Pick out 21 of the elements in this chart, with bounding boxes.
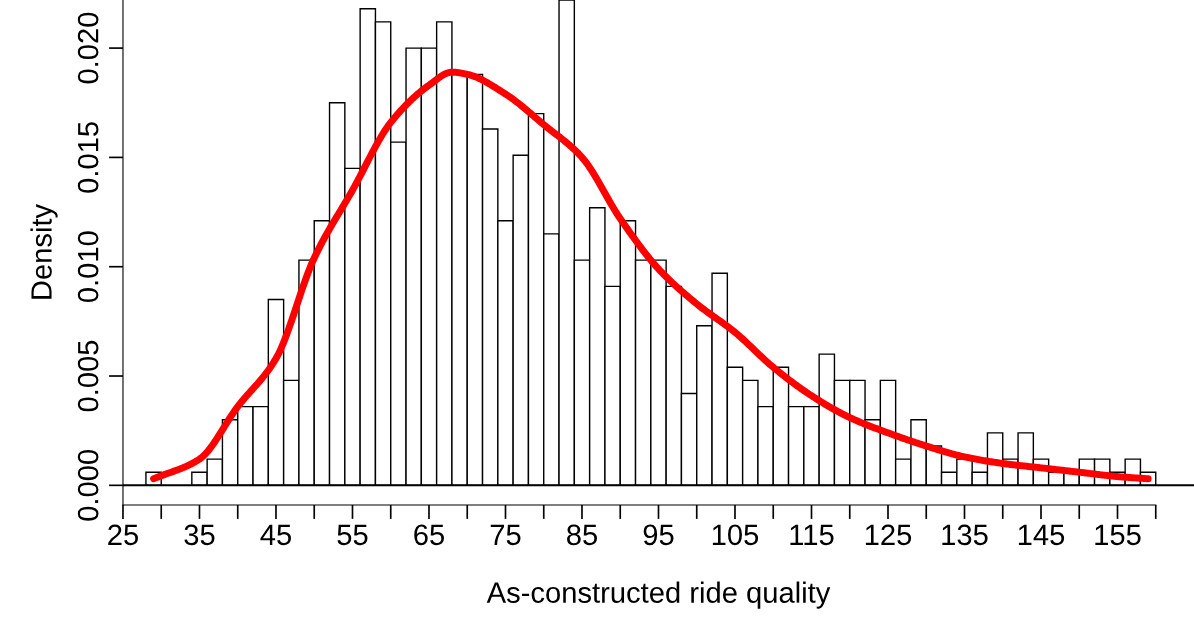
x-tick-label: 155: [1095, 524, 1141, 546]
x-tick-label: 85: [567, 524, 597, 546]
x-axis-title: As-constructed ride quality: [486, 581, 831, 609]
y-axis-title: Density: [30, 203, 58, 299]
x-tick-label: 55: [337, 524, 368, 546]
x-tick-label: 75: [490, 524, 521, 546]
y-tick-label: 0.000: [77, 449, 99, 521]
x-tick-label: 115: [790, 524, 834, 546]
x-tick-label: 135: [942, 524, 988, 546]
x-tick-label: 125: [865, 524, 912, 546]
x-tick-label: 145: [1018, 524, 1065, 546]
y-tick-label: 0.020: [77, 12, 99, 84]
y-tick-label: 0.015: [77, 122, 99, 193]
y-tick-label: 0.005: [77, 340, 99, 412]
x-tick-label: 45: [260, 524, 291, 546]
x-tick-label: 105: [712, 524, 759, 546]
y-tick-label: 0.010: [77, 231, 99, 303]
x-tick-label: 65: [414, 524, 444, 546]
x-tick-label: 35: [184, 524, 215, 546]
x-tick-label: 25: [108, 524, 138, 546]
x-tick-label: 95: [643, 524, 674, 546]
